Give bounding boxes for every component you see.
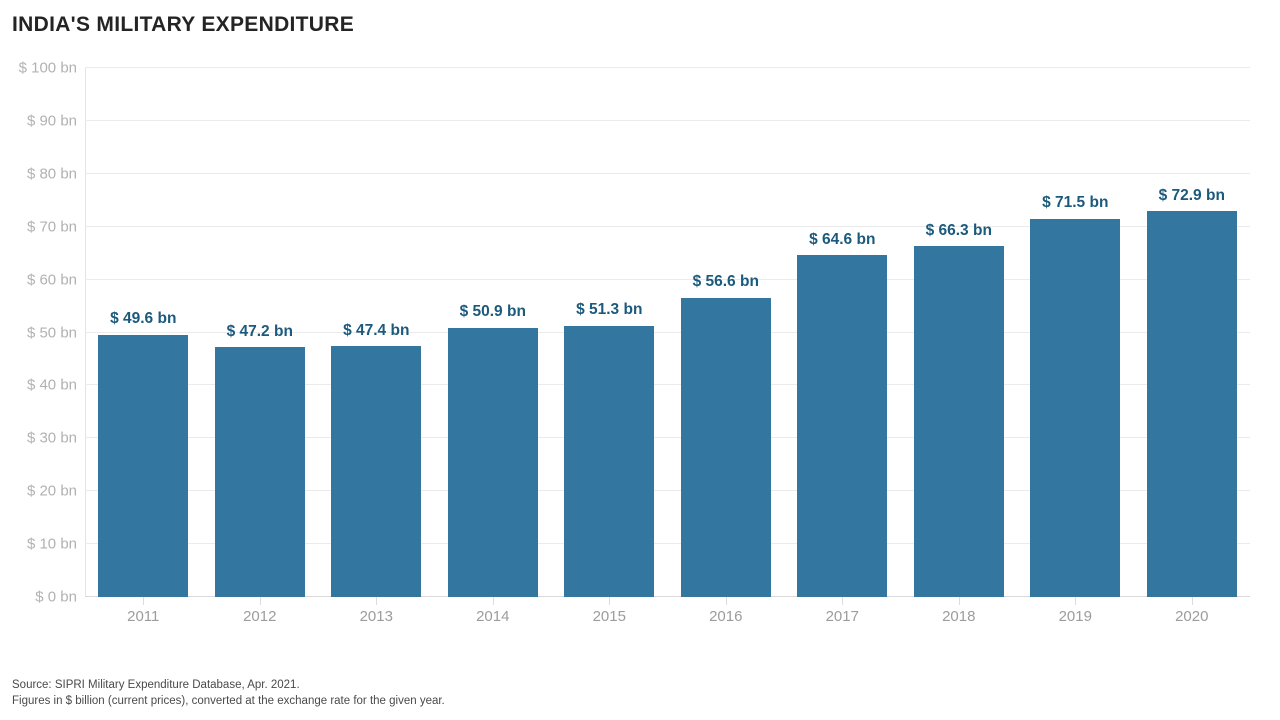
gridline-20bn [85, 490, 1250, 492]
bar-value-label-2011: $ 49.6 bn [110, 310, 177, 328]
y-tick-label-80bn: $ 80 bn [26, 165, 77, 183]
gridline-100bn [85, 67, 1250, 68]
gridline-10bn [85, 543, 1250, 545]
gridline-50bn [85, 331, 1250, 333]
x-tick-label-2018: 2018 [942, 608, 976, 625]
y-tick-label-50bn: $ 50 bn [26, 324, 77, 341]
gridline-70bn [85, 225, 1250, 227]
x-tick-2020 [1191, 597, 1193, 605]
x-tick-2013 [376, 597, 378, 605]
x-tick-label-2019: 2019 [1058, 608, 1092, 625]
bar-2018 [913, 246, 1004, 597]
gridline-0bn [85, 596, 1250, 597]
bar-value-label-2020: $ 72.9 bn [1158, 186, 1225, 204]
y-axis-line [85, 68, 86, 597]
gridline-80bn [85, 172, 1250, 174]
chart-title: INDIA'S MILITARY EXPENDITURE [12, 13, 355, 36]
x-tick-2015 [609, 597, 611, 605]
gridline-60bn [85, 278, 1250, 280]
y-tick-label-90bn: $ 90 bn [26, 112, 77, 130]
bar-2011 [98, 334, 189, 597]
y-tick-label-40bn: $ 40 bn [26, 376, 77, 394]
x-tick-2011 [143, 597, 145, 605]
x-tick-2017 [842, 597, 844, 605]
y-tick-label-70bn: $ 70 bn [26, 218, 77, 236]
bar-value-label-2018: $ 66.3 bn [925, 221, 992, 239]
y-tick-label-60bn: $ 60 bn [26, 271, 77, 289]
x-tick-label-2014: 2014 [476, 608, 510, 625]
bar-value-label-2017: $ 64.6 bn [809, 230, 876, 248]
gridline-40bn [85, 384, 1250, 386]
y-tick-label-30bn: $ 30 bn [26, 429, 77, 447]
x-tick-label-2017: 2017 [825, 608, 859, 625]
x-tick-label-2011: 2011 [127, 608, 160, 625]
x-tick-label-2015: 2015 [592, 608, 626, 625]
x-tick-label-2020: 2020 [1175, 608, 1209, 625]
gridline-90bn [85, 119, 1250, 121]
bar-chart-plot-area: $ 0 bn $ 10 bn $ 20 bn $ 30 bn $ 40 bn $ 50 b… [19, 61, 1250, 624]
y-tick-label-20bn: $ 20 bn [26, 482, 77, 500]
bar-2015 [564, 325, 655, 597]
bar-value-label-2012: $ 47.2 bn [226, 322, 293, 340]
x-tick-label-2013: 2013 [359, 608, 393, 625]
bar-2014 [447, 327, 538, 597]
bar-2016 [680, 297, 771, 597]
x-tick-2016 [725, 597, 727, 605]
x-tick-label-2016: 2016 [709, 608, 743, 625]
bar-value-label-2016: $ 56.6 bn [692, 273, 759, 291]
y-tick-label-100bn: $ 100 bn [18, 59, 77, 77]
bar-2012 [214, 347, 305, 597]
bar-value-label-2013: $ 47.4 bn [343, 321, 410, 339]
y-tick-label-0bn: $ 0 bn [35, 588, 77, 606]
gridline-30bn [85, 437, 1250, 439]
bar-2019 [1030, 218, 1121, 597]
bar-2020 [1146, 211, 1237, 597]
chart-footer: Source: SIPRI Military Expenditure Datab… [12, 677, 445, 709]
bar-2017 [797, 255, 888, 597]
x-tick-2014 [492, 597, 494, 605]
figures-note: Figures in $ billion (current prices), c… [12, 695, 445, 707]
x-tick-2012 [259, 597, 261, 605]
x-tick-label-2012: 2012 [243, 608, 277, 625]
bar-value-label-2015: $ 51.3 bn [576, 301, 643, 319]
x-tick-2018 [958, 597, 960, 605]
source-note: Source: SIPRI Military Expenditure Datab… [12, 679, 300, 691]
y-tick-label-10bn: $ 10 bn [26, 535, 77, 553]
x-tick-2019 [1075, 597, 1077, 605]
bar-value-label-2014: $ 50.9 bn [459, 303, 526, 321]
bar-2013 [331, 346, 422, 597]
bar-value-label-2019: $ 71.5 bn [1042, 194, 1109, 212]
